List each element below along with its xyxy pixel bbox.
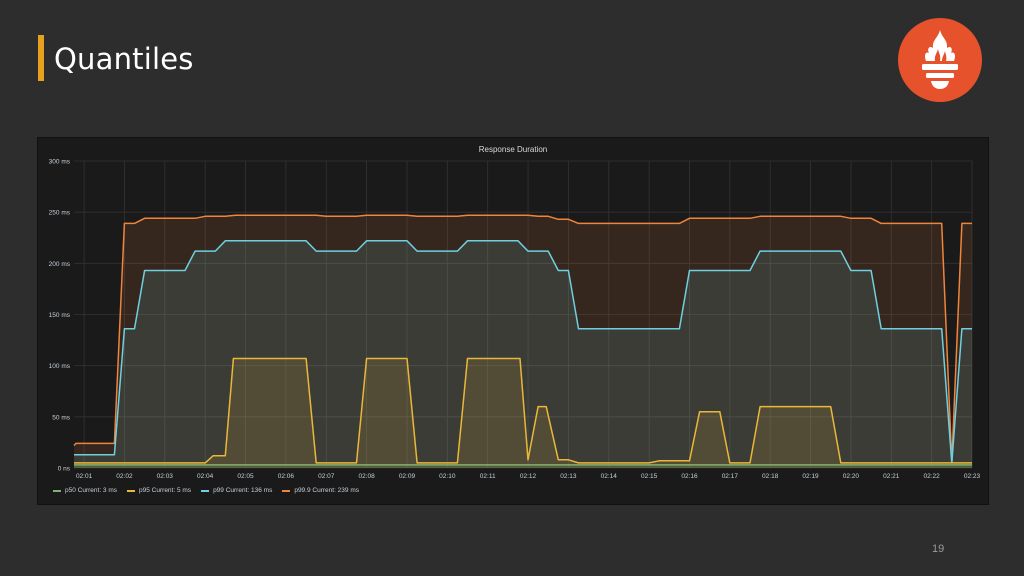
legend-item-p50[interactable]: p50 Current: 3 ms [53,487,117,494]
series-area-p99.9 [74,215,972,468]
x-tick-label: 02:08 [358,473,375,480]
x-tick-label: 02:18 [762,473,779,480]
x-tick-label: 02:19 [802,473,819,480]
x-tick-label: 02:22 [923,473,940,480]
x-tick-label: 02:05 [237,473,254,480]
page-number: 19 [932,543,945,555]
y-tick-label: 0 ns [58,466,71,473]
chart-legend: p50 Current: 3 ms p95 Current: 5 ms p99 Cu… [53,487,359,494]
chart-panel: Response Duration 0 ns 50 ms 100 ms 150 ms 2… [37,137,989,505]
legend-label: p99 Current: 136 ms [213,487,273,494]
x-tick-label: 02:20 [843,473,860,480]
x-tick-label: 02:03 [157,473,174,480]
prometheus-flame-icon [898,18,982,102]
legend-label: p95 Current: 5 ms [139,487,192,494]
response-duration-chart: 0 ns 50 ms 100 ms 150 ms 200 ms 250 ms 300 ms 0… [49,159,981,481]
series-area-p99 [74,240,972,468]
y-tick-label: 50 ms [52,414,70,421]
slide-title: Quantiles [54,42,194,76]
series-line-p99.9 [73,214,972,464]
legend-item-p95[interactable]: p95 Current: 5 ms [127,487,191,494]
chart-title: Response Duration [478,145,548,154]
y-tick-label: 200 ms [49,261,71,268]
series-area-p50 [74,464,972,468]
x-tick-label: 02:04 [197,473,214,480]
legend-label: p50 Current: 3 ms [65,487,118,494]
legend-swatch [201,489,210,492]
y-tick-label: 100 ms [49,363,71,370]
x-tick-label: 02:06 [278,473,295,480]
x-tick-label: 02:12 [520,473,537,480]
x-tick-label: 02:13 [560,473,577,480]
y-tick-label: 300 ms [49,159,71,166]
series-line-p99 [74,240,972,464]
x-tick-label: 02:07 [318,473,335,480]
x-tick-label: 02:23 [964,473,981,480]
x-tick-label: 02:16 [681,473,698,480]
x-tick-label: 02:17 [722,473,739,480]
title-accent-bar [38,35,44,81]
x-tick-label: 02:01 [76,473,93,480]
x-tick-label: 02:09 [399,473,416,480]
legend-swatch [282,489,291,492]
x-tick-label: 02:11 [480,473,496,480]
y-tick-label: 150 ms [49,312,71,319]
legend-label: p99.9 Current: 239 ms [294,487,360,494]
series-area-p95 [74,358,972,468]
legend-swatch [127,489,136,492]
x-tick-label: 02:14 [601,473,618,480]
x-tick-label: 02:21 [883,473,900,480]
x-tick-label: 02:02 [116,473,133,480]
legend-swatch [53,489,61,492]
legend-item-p99[interactable]: p99 Current: 136 ms [201,487,272,494]
series-line-p95 [74,357,972,464]
x-tick-label: 02:15 [641,473,658,480]
y-tick-label: 250 ms [49,210,71,217]
x-tick-label: 02:10 [439,473,456,480]
legend-item-p99.9[interactable]: p99.9 Current: 239 ms [282,487,359,494]
